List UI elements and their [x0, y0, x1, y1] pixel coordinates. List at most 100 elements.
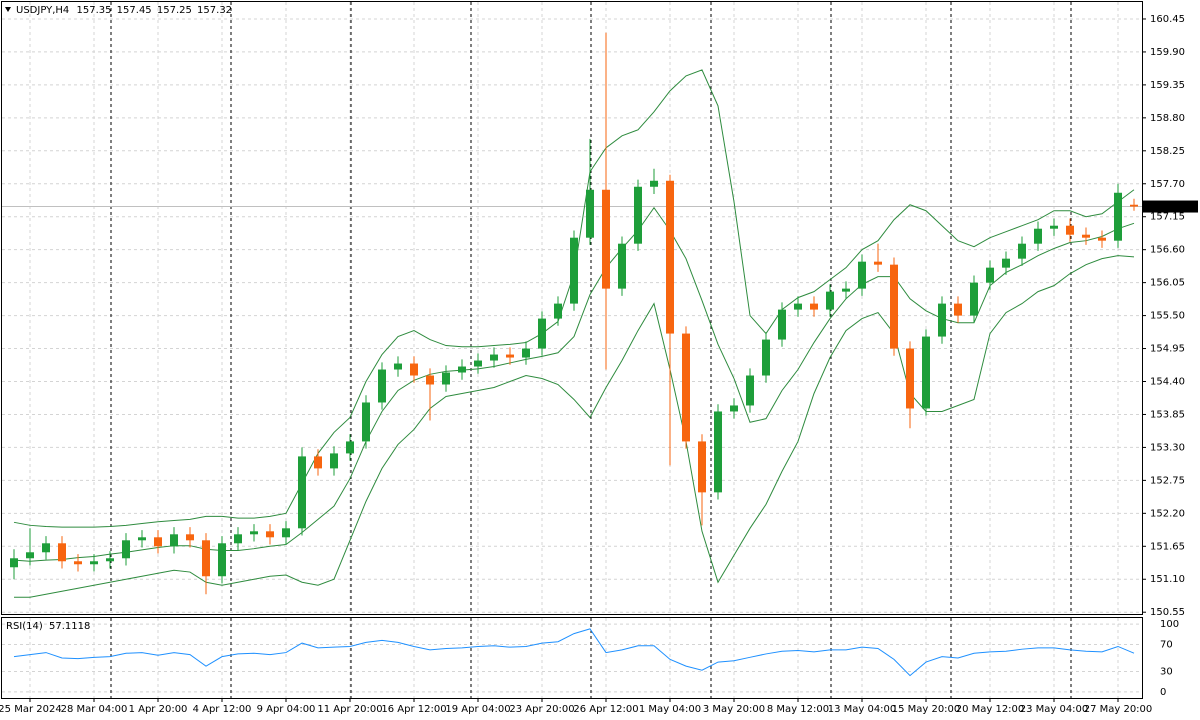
candle-body: [410, 363, 418, 376]
candle-body: [570, 237, 578, 304]
candle-body: [650, 180, 658, 187]
x-tick-label: 16 Apr 12:00: [381, 704, 446, 715]
price-tag: [1142, 200, 1198, 213]
candle-body: [666, 180, 674, 334]
y-tick-label: 156.05: [1150, 278, 1185, 289]
bollinger-middle: [13, 206, 1135, 562]
y-tick-label: 154.40: [1150, 377, 1185, 388]
indicator-tick-label: 70: [1160, 639, 1173, 650]
y-tick-label: 157.70: [1150, 179, 1185, 190]
candle-body: [618, 243, 626, 289]
candle-body: [394, 363, 402, 370]
candle-body: [714, 411, 722, 493]
candle-body: [42, 543, 50, 553]
candle-body: [746, 375, 754, 406]
y-tick-label: 159.35: [1150, 80, 1185, 91]
x-tick-label: 9 Apr 04:00: [257, 704, 316, 715]
candle-body: [1034, 228, 1042, 244]
y-tick-label: 154.95: [1150, 344, 1185, 355]
x-tick-label: 3 May 20:00: [703, 704, 765, 715]
candle-body: [1098, 237, 1106, 241]
candle-body: [442, 372, 450, 385]
x-tick-label: 23 May 04:00: [1020, 704, 1089, 715]
y-tick-label: 153.85: [1150, 409, 1185, 420]
y-tick-label: 158.25: [1150, 146, 1185, 157]
candle-body: [202, 540, 210, 577]
x-tick-label: 13 May 04:00: [828, 704, 897, 715]
candle-body: [90, 561, 98, 565]
candle-body: [506, 354, 514, 358]
x-tick-label: 27 May 20:00: [1084, 704, 1153, 715]
x-tick-label: 25 Mar 2024: [0, 704, 62, 715]
candle-body: [522, 348, 530, 358]
candle-body: [778, 309, 786, 340]
close-value: 157.32: [197, 5, 232, 16]
candle-body: [730, 405, 738, 412]
price-tag-label: 157.32: [1150, 202, 1185, 213]
candle-body: [1002, 258, 1010, 268]
candle-body: [970, 282, 978, 316]
high-value: 157.45: [117, 5, 152, 16]
candle-body: [26, 552, 34, 559]
indicator-header: RSI(14) 57.1118: [6, 621, 90, 632]
x-tick-label: 26 Apr 12:00: [573, 704, 638, 715]
candle-body: [186, 534, 194, 541]
y-tick-label: 158.80: [1150, 113, 1185, 124]
y-tick-label: 152.20: [1150, 508, 1185, 519]
x-tick-label: 28 Mar 04:00: [61, 704, 128, 715]
candle-body: [906, 348, 914, 409]
candle-body: [698, 441, 706, 493]
x-tick-label: 4 Apr 12:00: [193, 704, 252, 715]
y-tick-label: 159.90: [1150, 47, 1185, 58]
candle-body: [842, 288, 850, 292]
candle-body: [330, 453, 338, 469]
marks: [10, 32, 1138, 677]
candle-body: [250, 531, 258, 535]
main-frame: [1, 1, 1143, 615]
candle-body: [138, 537, 146, 541]
x-tick-label: 20 May 12:00: [956, 704, 1025, 715]
grid: [2, 2, 1142, 698]
candle-body: [938, 303, 946, 337]
x-tick-label: 11 Apr 20:00: [317, 704, 382, 715]
y-tick-label: 153.30: [1150, 442, 1185, 453]
x-tick-label: 23 Apr 20:00: [509, 704, 574, 715]
candle-body: [554, 303, 562, 319]
menu-arrow[interactable]: [5, 7, 11, 12]
candle-body: [378, 369, 386, 403]
candle-body: [602, 189, 610, 289]
x-tick-label: 1 May 04:00: [639, 704, 701, 715]
y-tick-label: 151.10: [1150, 574, 1185, 585]
indicator-line: [13, 628, 1135, 677]
candle-body: [794, 303, 802, 310]
low-value: 157.25: [157, 5, 192, 16]
y-tick-label: 160.45: [1150, 14, 1185, 25]
x-tick-label: 1 Apr 20:00: [129, 704, 188, 715]
candle-body: [810, 303, 818, 310]
candle-body: [10, 558, 18, 568]
indicator-frame: [1, 617, 1143, 699]
chart-header: USDJPY,H4 157.35 157.45 157.25 157.32: [16, 5, 232, 16]
candle-body: [58, 543, 66, 562]
candle-body: [170, 534, 178, 547]
candle-body: [234, 534, 242, 544]
candle-body: [922, 336, 930, 409]
candle-body: [490, 354, 498, 361]
indicator-tick-label: 30: [1160, 667, 1173, 678]
y-tick-label: 155.50: [1150, 311, 1185, 322]
candle-body: [986, 267, 994, 283]
candle-body: [218, 543, 226, 577]
y-tick-label: 152.75: [1150, 475, 1185, 486]
candle-body: [538, 318, 546, 349]
candle-body: [266, 531, 274, 538]
y-tick-label: 150.55: [1150, 607, 1185, 618]
candle-body: [346, 441, 354, 454]
bollinger-lower: [14, 255, 1135, 598]
y-tick-label: 151.65: [1150, 541, 1185, 552]
candle-body: [874, 261, 882, 265]
candle-body: [362, 402, 370, 442]
x-tick-label: 15 May 20:00: [892, 704, 961, 715]
